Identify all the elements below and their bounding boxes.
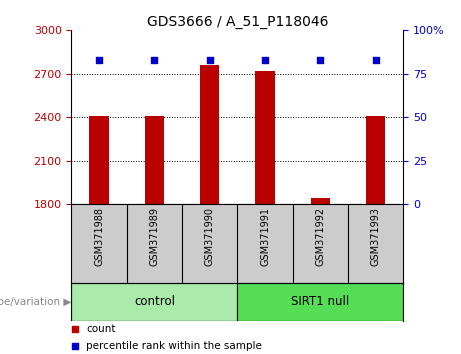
Bar: [71, 282, 237, 321]
Bar: [145, 116, 164, 204]
Text: control: control: [134, 295, 175, 308]
Title: GDS3666 / A_51_P118046: GDS3666 / A_51_P118046: [147, 15, 328, 29]
Point: [71, 326, 78, 332]
Text: GSM371993: GSM371993: [371, 207, 381, 266]
Bar: [89, 116, 109, 204]
Point: [95, 57, 103, 63]
Text: genotype/variation ▶: genotype/variation ▶: [0, 297, 71, 307]
Text: GSM371990: GSM371990: [205, 207, 215, 266]
Bar: [237, 282, 403, 321]
Bar: [366, 116, 385, 204]
Bar: [255, 71, 275, 204]
Point: [317, 57, 324, 63]
Text: GSM371989: GSM371989: [149, 207, 160, 266]
Point: [261, 57, 269, 63]
Text: GSM371988: GSM371988: [94, 207, 104, 266]
Point: [372, 57, 379, 63]
Point: [71, 343, 78, 349]
Point: [206, 57, 213, 63]
Point: [151, 57, 158, 63]
Text: count: count: [86, 324, 116, 334]
Bar: [200, 65, 219, 204]
Text: GSM371991: GSM371991: [260, 207, 270, 266]
Text: SIRT1 null: SIRT1 null: [291, 295, 349, 308]
Bar: [311, 198, 330, 204]
Text: GSM371992: GSM371992: [315, 207, 325, 266]
Text: percentile rank within the sample: percentile rank within the sample: [86, 341, 262, 351]
